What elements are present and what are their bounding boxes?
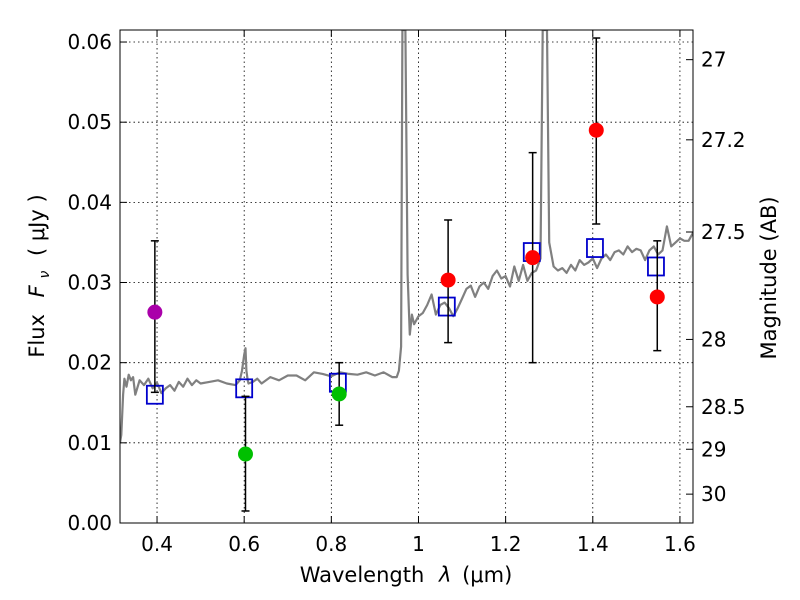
y2-tick-label: 30 xyxy=(701,482,726,506)
y2-tick-label: 27 xyxy=(701,48,726,72)
y2-tick-label: 27.5 xyxy=(701,220,746,244)
y-tick-label: 0.02 xyxy=(67,351,112,375)
spectrum-layer xyxy=(120,30,693,443)
observed-point xyxy=(331,386,347,402)
axis-ticks: 0.4 0.6 0.8 1 1.2 1.4 1.6 0.00 0.01 0.02 0.03 0.04 0… xyxy=(67,30,746,556)
y2-tick-label: 29 xyxy=(701,437,726,461)
y-tick-label: 0.06 xyxy=(67,30,112,54)
points-layer xyxy=(145,37,665,512)
y2-tick-label: 27.2 xyxy=(701,128,746,152)
y-tick-label: 0.03 xyxy=(67,271,112,295)
observed-point xyxy=(440,272,456,288)
spectrum-line xyxy=(120,30,693,443)
x-tick-label: 1.4 xyxy=(577,532,609,556)
observed-point xyxy=(588,122,604,138)
model-point xyxy=(235,378,254,399)
observed-point xyxy=(525,250,541,266)
y2-tick-label: 28 xyxy=(701,327,726,351)
y-tick-label: 0.01 xyxy=(67,431,112,455)
x-axis-label: Wavelength λ (μm) xyxy=(300,563,513,587)
y-tick-label: 0.00 xyxy=(67,511,112,535)
x-tick-label: 1.2 xyxy=(490,532,522,556)
observed-point xyxy=(237,446,253,462)
y2-tick-label: 28.5 xyxy=(701,395,746,419)
y2-axis-label: Magnitude (AB) xyxy=(757,196,781,359)
y-tick-label: 0.04 xyxy=(67,190,112,214)
model-point xyxy=(647,256,665,277)
x-tick-label: 1.6 xyxy=(664,532,696,556)
model-point xyxy=(437,296,456,317)
x-tick-label: 1 xyxy=(412,532,425,556)
x-tick-label: 0.6 xyxy=(228,532,260,556)
x-tick-label: 0.8 xyxy=(315,532,347,556)
model-point xyxy=(586,238,604,258)
observed-point xyxy=(147,304,163,320)
y-tick-label: 0.05 xyxy=(67,110,112,134)
plot-frame xyxy=(119,29,694,524)
y-axis-label: Flux F ν ( μJy ) xyxy=(25,194,54,357)
x-tick-label: 0.4 xyxy=(141,532,173,556)
observed-point xyxy=(649,289,665,305)
